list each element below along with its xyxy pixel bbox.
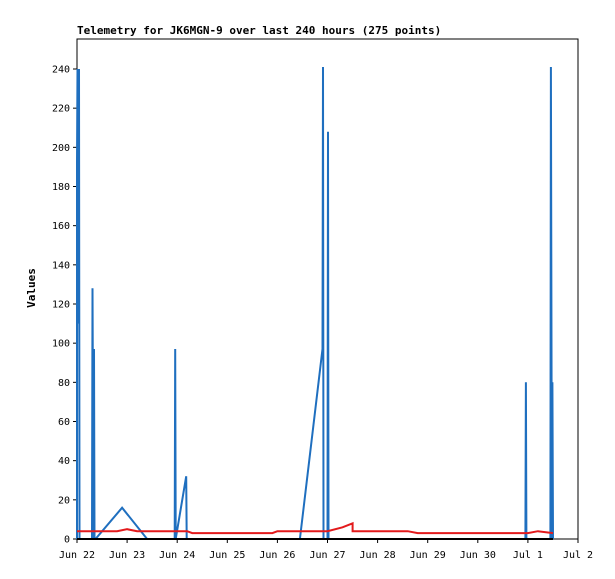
x-tick-label: Jun 26 — [259, 550, 295, 561]
x-tick-label: Jun 23 — [109, 550, 145, 561]
y-axis: 0 20 40 60 80 100 120 140 160 180 200 220 240 — [52, 65, 77, 546]
x-axis: Jun 22 Jun 23 Jun 24 Jun 25 Jun 26 Jun 27 Jun … — [59, 539, 593, 561]
series-line-0 — [76, 66, 554, 540]
y-tick-label: 220 — [52, 104, 70, 115]
x-tick-label: Jun 30 — [460, 550, 496, 561]
x-tick-label: Jun 25 — [209, 550, 245, 561]
series-line-1 — [77, 521, 554, 535]
y-tick-label: 180 — [52, 182, 70, 193]
x-tick-label: Jun 29 — [410, 550, 446, 561]
x-tick-label: Jun 28 — [360, 550, 396, 561]
y-tick-label: 200 — [52, 143, 70, 154]
x-tick-label: Jun 27 — [309, 550, 345, 561]
y-tick-label: 100 — [52, 339, 70, 350]
series-group — [76, 66, 554, 540]
y-axis-label: Values — [25, 268, 38, 308]
y-tick-label: 0 — [64, 535, 70, 546]
x-tick-label: Jun 22 — [59, 550, 95, 561]
x-tick-label: Jul 2 — [563, 550, 593, 561]
x-tick-label: Jun 24 — [159, 550, 195, 561]
y-tick-label: 40 — [58, 456, 70, 467]
y-tick-label: 120 — [52, 300, 70, 311]
y-tick-label: 240 — [52, 65, 70, 76]
y-tick-label: 60 — [58, 417, 70, 428]
y-tick-label: 160 — [52, 221, 70, 232]
x-tick-label: Jul 1 — [513, 550, 543, 561]
y-tick-label: 20 — [58, 495, 70, 506]
chart-title: Telemetry for JK6MGN-9 over last 240 hou… — [77, 24, 441, 37]
y-tick-label: 140 — [52, 260, 70, 271]
y-tick-label: 80 — [58, 378, 70, 389]
